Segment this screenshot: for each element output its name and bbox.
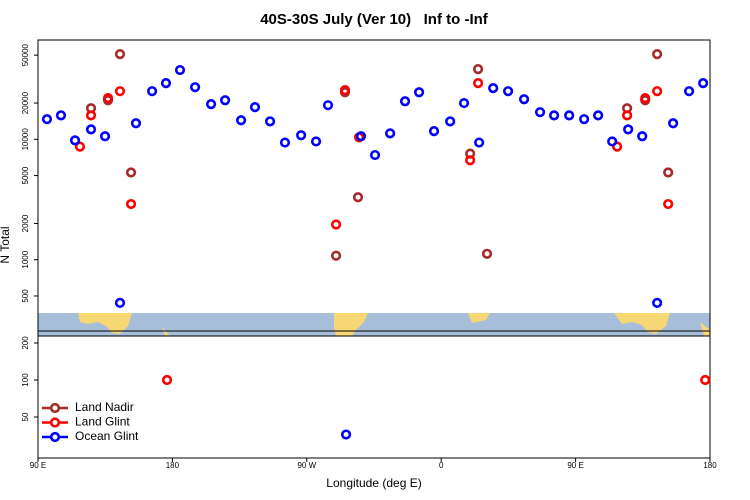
legend-label: Land Nadir xyxy=(75,400,134,414)
point xyxy=(548,110,560,121)
point xyxy=(74,141,86,152)
point xyxy=(220,95,231,106)
point xyxy=(114,86,126,97)
point xyxy=(413,87,425,98)
point xyxy=(249,102,261,113)
point xyxy=(235,115,247,126)
x-axis-label: Longitude (deg E) xyxy=(326,476,421,490)
point xyxy=(683,86,695,97)
point xyxy=(339,85,351,96)
legend-marker xyxy=(49,402,61,414)
legend-label: Ocean Glint xyxy=(75,429,139,443)
point xyxy=(663,167,674,178)
point xyxy=(189,82,201,93)
point xyxy=(146,86,158,97)
point xyxy=(607,136,618,147)
y-axis-label: N Total xyxy=(0,226,12,263)
point xyxy=(161,374,173,386)
point xyxy=(700,374,711,386)
point xyxy=(330,219,342,230)
point xyxy=(340,429,352,440)
point xyxy=(125,167,137,178)
legend-label: Land Glint xyxy=(75,415,130,429)
y-tick-label: 200 xyxy=(21,336,30,350)
point xyxy=(652,297,663,308)
point xyxy=(668,118,679,129)
point xyxy=(652,49,663,60)
point xyxy=(369,149,381,161)
point xyxy=(698,77,709,89)
point xyxy=(330,250,342,261)
point xyxy=(481,248,493,259)
point xyxy=(503,86,514,97)
bottom-panel-frame xyxy=(37,335,711,459)
point xyxy=(205,99,217,110)
chart-title: 40S-30S July (Ver 10) Inf to -Inf xyxy=(260,11,489,28)
y-tick-label: 5000 xyxy=(21,166,30,184)
point xyxy=(428,126,440,137)
x-tick-label: 90 E xyxy=(30,461,46,470)
y-tick-label: 1000 xyxy=(21,250,30,268)
top-panel-frame xyxy=(37,39,711,337)
point xyxy=(355,131,367,142)
point xyxy=(102,92,114,104)
legend-marker xyxy=(49,431,61,443)
point xyxy=(69,135,81,146)
y-tick-label: 50000 xyxy=(21,43,30,66)
point xyxy=(564,110,575,121)
point xyxy=(55,110,67,121)
point xyxy=(322,100,334,111)
point xyxy=(663,198,674,210)
point xyxy=(279,137,291,148)
y-tick-label: 100 xyxy=(21,373,30,387)
point xyxy=(472,77,484,89)
point xyxy=(264,116,276,127)
point xyxy=(296,130,307,141)
y-tick-label: 2000 xyxy=(21,214,30,232)
point xyxy=(534,107,546,118)
point xyxy=(622,110,633,121)
point xyxy=(465,155,476,166)
point xyxy=(593,110,604,121)
point xyxy=(41,114,53,125)
point xyxy=(652,86,663,97)
x-tick-label: 0 xyxy=(439,461,444,470)
point xyxy=(474,137,485,148)
point xyxy=(640,92,651,104)
y-tick-label: 50 xyxy=(21,412,30,421)
point xyxy=(114,49,126,60)
point xyxy=(445,116,456,127)
point xyxy=(114,297,126,308)
point xyxy=(399,96,411,107)
point xyxy=(352,192,364,203)
point xyxy=(637,131,648,142)
point xyxy=(472,63,484,75)
point xyxy=(130,118,142,129)
point xyxy=(579,114,590,125)
point xyxy=(125,198,137,210)
map-strip xyxy=(38,313,710,336)
point xyxy=(385,128,396,139)
x-tick-label: 180 xyxy=(166,461,180,470)
point xyxy=(99,131,111,142)
point xyxy=(518,94,530,105)
legend-marker xyxy=(49,417,61,428)
point xyxy=(174,64,186,76)
y-tick-label: 20000 xyxy=(21,91,30,114)
y-tick-label: 500 xyxy=(21,289,30,303)
x-tick-label: 180 xyxy=(703,461,717,470)
point xyxy=(85,110,97,121)
point xyxy=(488,83,499,94)
point xyxy=(310,136,322,147)
x-tick-label: 90 W xyxy=(297,461,316,470)
x-tick-label: 90 E xyxy=(567,461,583,470)
point xyxy=(458,97,470,109)
point xyxy=(623,124,634,135)
y-tick-label: 10000 xyxy=(21,128,30,151)
point xyxy=(160,77,172,89)
point xyxy=(612,141,623,152)
point xyxy=(85,124,97,135)
